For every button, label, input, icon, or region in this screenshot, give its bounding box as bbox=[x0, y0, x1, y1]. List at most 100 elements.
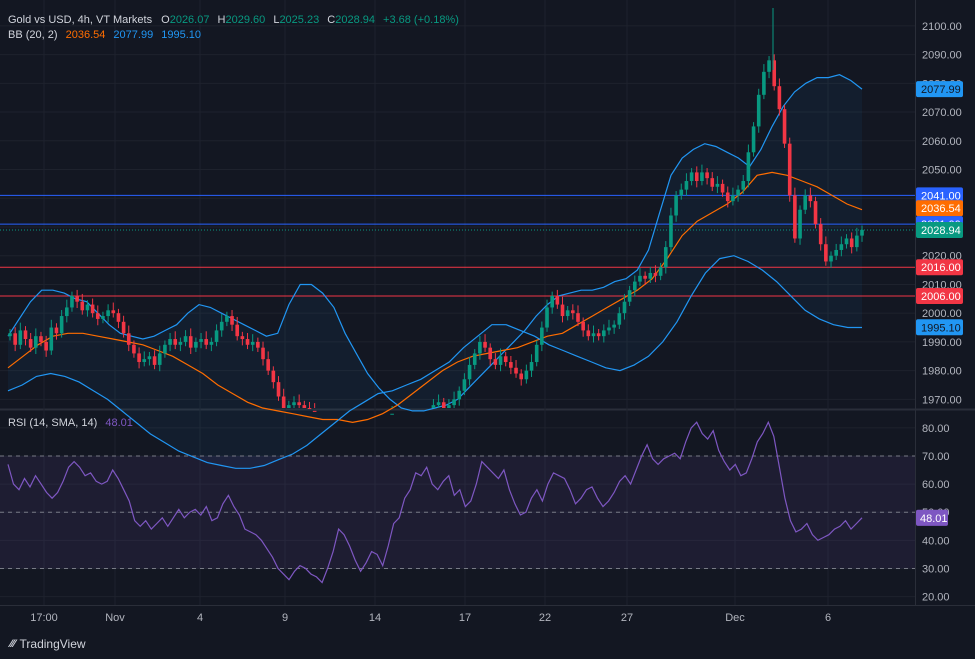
price-badge bbox=[916, 81, 963, 98]
candle-body bbox=[478, 341, 482, 354]
candle-body bbox=[808, 195, 813, 202]
time-tick-label: 4 bbox=[197, 612, 203, 624]
candle-body bbox=[219, 321, 224, 331]
candle-body bbox=[565, 310, 570, 317]
rsi-label: RSI (14, SMA, 14) bbox=[8, 417, 97, 429]
time-tick-label: 9 bbox=[282, 612, 288, 624]
candle-body bbox=[240, 336, 245, 340]
candle-body bbox=[137, 353, 141, 363]
candle-body bbox=[602, 330, 606, 337]
tradingview-branding[interactable]: ⁄∕⁄ TradingView bbox=[10, 637, 86, 651]
candle-body bbox=[777, 86, 782, 110]
candle-body bbox=[188, 336, 193, 348]
candle-body bbox=[689, 172, 694, 182]
candle-body bbox=[694, 172, 699, 182]
candle-body bbox=[256, 341, 260, 348]
candle-body bbox=[261, 347, 265, 360]
time-tick-label: 6 bbox=[825, 612, 831, 624]
candle-body bbox=[591, 333, 596, 337]
candle-body bbox=[741, 181, 746, 190]
open-value: 2026.07 bbox=[170, 14, 210, 26]
price-axis[interactable]: 2100.002090.002080.002070.002060.002050.… bbox=[916, 21, 963, 407]
candle-body bbox=[173, 339, 178, 345]
candle-body bbox=[540, 327, 544, 345]
candle-body bbox=[534, 344, 539, 363]
candle-body bbox=[767, 60, 771, 72]
candle-body bbox=[715, 183, 720, 187]
candle-body bbox=[860, 229, 864, 236]
candle-body bbox=[64, 307, 69, 317]
candle-body bbox=[834, 249, 838, 256]
branding-text: TradingView bbox=[19, 637, 86, 651]
price-tick-label: 1990.00 bbox=[922, 337, 962, 349]
candle-body bbox=[782, 109, 787, 144]
candle-body bbox=[849, 238, 854, 248]
horizontal-levels[interactable] bbox=[0, 194, 915, 297]
candle-body bbox=[431, 405, 436, 408]
bb-label: BB (20, 2) bbox=[8, 29, 58, 41]
candle-body bbox=[663, 247, 668, 268]
candle-body bbox=[230, 316, 234, 325]
candle-body bbox=[250, 341, 255, 345]
candle-body bbox=[576, 313, 580, 322]
candle-body bbox=[751, 126, 756, 153]
candle-body bbox=[803, 195, 808, 210]
rsi-series-line bbox=[7, 420, 863, 584]
candle-body bbox=[214, 330, 219, 342]
candle-body bbox=[106, 310, 110, 317]
candle-body bbox=[312, 410, 317, 412]
time-axis[interactable]: 17:00 Nov 4 9 14 17 22 27 Dec 6 bbox=[30, 612, 831, 624]
candle-body bbox=[798, 209, 802, 239]
candle-body bbox=[132, 344, 136, 354]
candle-body bbox=[638, 275, 642, 282]
price-tick-label: 2060.00 bbox=[922, 136, 962, 148]
rsi-badge-label: 48.01 bbox=[920, 513, 948, 525]
price-badge bbox=[916, 319, 963, 336]
rsi-tick-label: 40.00 bbox=[922, 535, 950, 547]
candle-body bbox=[787, 143, 792, 196]
bb-legend: BB (20, 2) 2036.54 2077.99 1995.10 bbox=[8, 29, 201, 41]
bb-upper-value: 2077.99 bbox=[113, 29, 153, 41]
high-value: 2029.60 bbox=[225, 14, 265, 26]
candle-body bbox=[121, 321, 126, 334]
rsi-badge bbox=[916, 509, 948, 526]
price-badge-label: 2006.00 bbox=[921, 291, 961, 303]
rsi-pane[interactable] bbox=[0, 411, 915, 605]
candle-body bbox=[529, 362, 534, 371]
bollinger-band-fill bbox=[8, 74, 862, 469]
rsi-tick-label: 80.00 bbox=[922, 423, 950, 435]
candle-body bbox=[90, 304, 95, 314]
candle-body bbox=[34, 336, 38, 348]
candle-body bbox=[462, 379, 467, 391]
bb-fill-area bbox=[8, 74, 862, 469]
candle-body bbox=[844, 238, 849, 245]
candle-body bbox=[142, 359, 147, 363]
candle-body bbox=[266, 359, 270, 371]
time-tick-label: Nov bbox=[105, 612, 125, 624]
candle-body bbox=[147, 356, 152, 360]
price-badge bbox=[916, 287, 963, 304]
candle-body bbox=[44, 341, 48, 351]
candle-body bbox=[493, 359, 498, 365]
candle-body bbox=[813, 201, 818, 225]
candle-body bbox=[498, 356, 503, 365]
bb-basis-line bbox=[7, 171, 863, 424]
candle-body bbox=[287, 405, 291, 408]
price-pane[interactable] bbox=[0, 0, 915, 408]
candle-body bbox=[772, 60, 777, 87]
time-tick-label: 14 bbox=[369, 612, 381, 624]
candle-body bbox=[194, 341, 198, 348]
candle-body bbox=[710, 178, 715, 187]
candle-body bbox=[39, 336, 43, 342]
close-value: 2028.94 bbox=[335, 14, 375, 26]
price-tick-label: 2090.00 bbox=[922, 50, 962, 62]
candlesticks bbox=[8, 8, 864, 415]
candle-body bbox=[586, 330, 591, 337]
candle-body bbox=[80, 301, 85, 311]
candle-body bbox=[607, 327, 611, 331]
rsi-tick-label: 70.00 bbox=[922, 451, 950, 463]
candle-body bbox=[178, 341, 183, 345]
bb-basis-value: 2036.54 bbox=[66, 29, 106, 41]
